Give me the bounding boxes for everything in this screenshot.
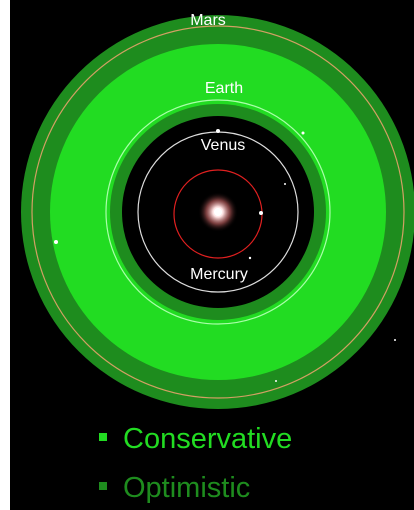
mars-orbit — [31, 25, 405, 399]
planet — [248, 256, 252, 260]
planet — [259, 211, 263, 215]
planet — [284, 183, 286, 185]
orbit-label: Mars — [190, 12, 226, 29]
legend-label: Conservative — [123, 423, 292, 455]
legend-swatch — [99, 433, 107, 441]
planet — [301, 131, 305, 135]
star — [275, 380, 277, 382]
legend-label: Optimistic — [123, 472, 250, 504]
planet — [216, 129, 220, 133]
orbit-label: Venus — [201, 137, 245, 154]
earth-orbit — [105, 99, 331, 325]
star — [394, 339, 396, 341]
orbit-label: Mercury — [190, 266, 248, 283]
sun-core — [214, 208, 222, 216]
legend-swatch — [99, 482, 107, 490]
planet — [54, 240, 58, 244]
orbit-label: Earth — [205, 80, 243, 97]
